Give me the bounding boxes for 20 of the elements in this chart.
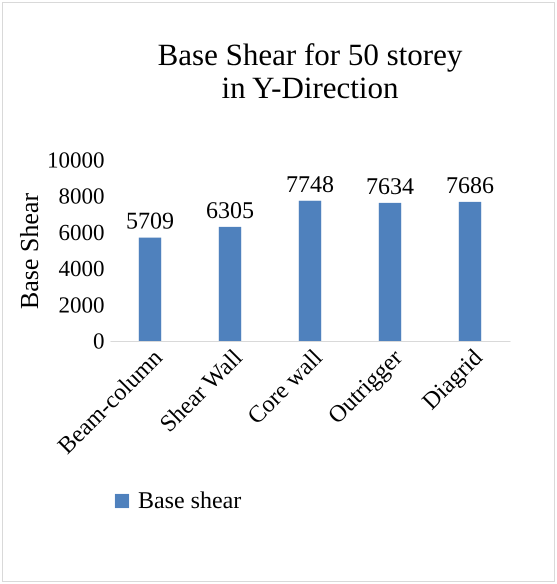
y-tick-label: 0 [93, 328, 104, 354]
y-axis-title: Base Shear [15, 192, 44, 310]
data-label: 7748 [286, 172, 334, 198]
y-tick-label: 2000 [58, 292, 104, 318]
y-tick-label: 10000 [47, 148, 104, 172]
bar [218, 226, 242, 341]
data-label: 7686 [446, 172, 494, 199]
data-label: 5709 [126, 208, 174, 235]
x-tick-label: Core wall [242, 344, 328, 430]
bar [458, 202, 482, 341]
data-label: 6305 [206, 198, 254, 224]
bar [138, 238, 162, 341]
y-tick-label: 4000 [58, 256, 104, 282]
bar [378, 202, 402, 341]
y-tick-label: 6000 [58, 220, 104, 245]
bar [298, 200, 322, 341]
y-tick-label: 8000 [58, 184, 104, 209]
data-label: 7634 [366, 174, 414, 200]
legend-label: Base shear [138, 488, 242, 514]
chart-title: Base Shear for 50 storey in Y-Direction [158, 37, 463, 105]
